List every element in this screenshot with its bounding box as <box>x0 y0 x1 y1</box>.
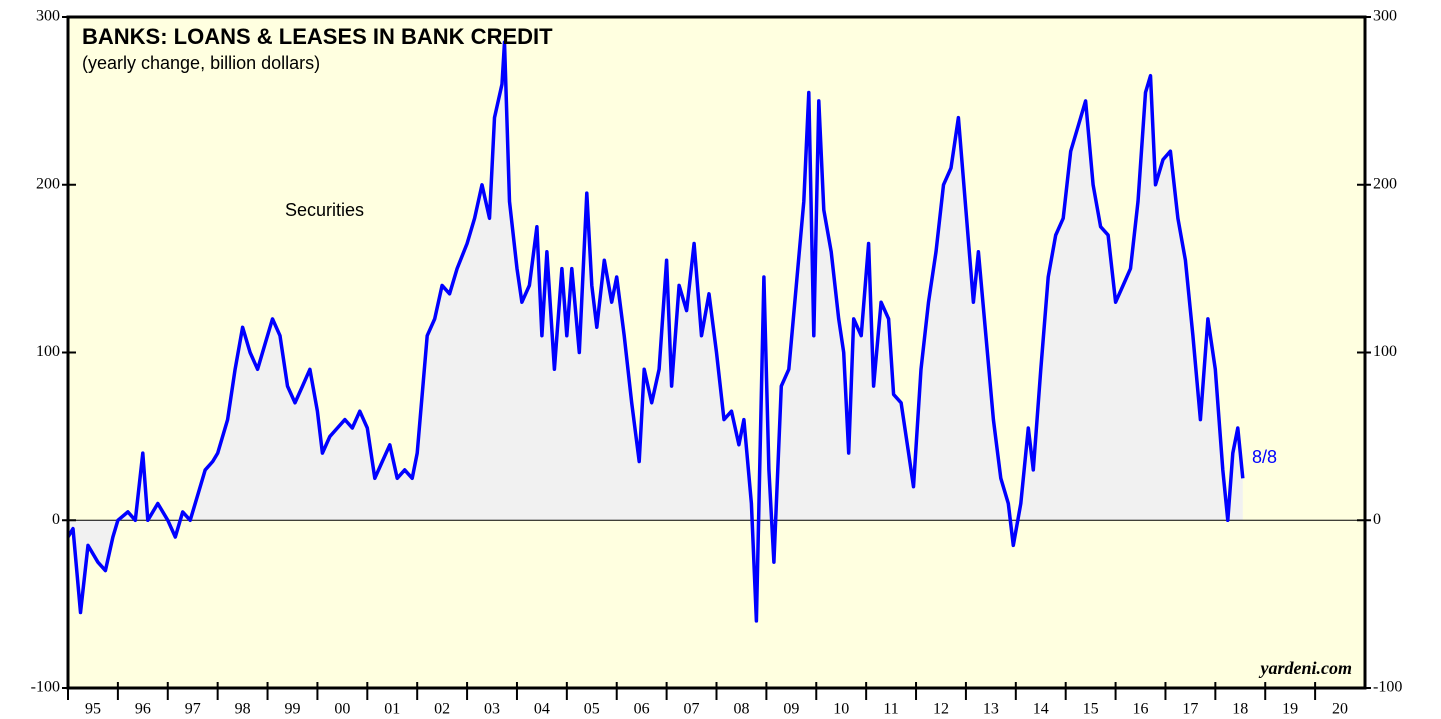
series-area <box>68 42 1243 621</box>
y-tick-label: 300 <box>36 8 60 25</box>
x-tick-label: 12 <box>933 701 949 718</box>
x-tick-label: 00 <box>334 701 350 718</box>
plot <box>66 40 1365 623</box>
x-tick-label: 15 <box>1083 701 1099 718</box>
x-tick-label: 01 <box>384 701 400 718</box>
chart-subtitle: (yearly change, billion dollars) <box>82 53 320 73</box>
y2-tick-label: 100 <box>1373 343 1397 360</box>
x-tick-label: 04 <box>534 701 550 718</box>
y-tick-label: 0 <box>52 511 60 528</box>
y2-tick-label: 200 <box>1373 175 1397 192</box>
x-tick-label: 99 <box>284 701 300 718</box>
x-tick-label: 16 <box>1133 701 1149 718</box>
y2-tick-label: 300 <box>1373 8 1397 25</box>
x-tick-label: 06 <box>634 701 650 718</box>
x-tick-label: 17 <box>1182 701 1198 718</box>
x-tick-label: 98 <box>235 701 251 718</box>
x-tick-label: 96 <box>135 701 151 718</box>
x-tick-label: 97 <box>185 701 201 718</box>
x-tick-label: 14 <box>1033 701 1049 718</box>
x-tick-label: 02 <box>434 701 450 718</box>
date-annotation: 8/8 <box>1252 447 1277 467</box>
source-label: yardeni.com <box>1259 658 1353 678</box>
x-tick-label: 07 <box>684 701 700 718</box>
series-annotation: Securities <box>285 200 364 220</box>
x-tick-label: 13 <box>983 701 999 718</box>
y-tick-label: 200 <box>36 175 60 192</box>
x-tick-label: 08 <box>733 701 749 718</box>
x-tick-label: 95 <box>85 701 101 718</box>
series-line <box>66 40 1245 623</box>
y-tick-label: 100 <box>36 343 60 360</box>
x-tick-label: 03 <box>484 701 500 718</box>
y2-tick-label: 0 <box>1373 511 1381 528</box>
y2-tick-label: -100 <box>1373 679 1402 696</box>
y-tick-label: -100 <box>31 679 60 696</box>
x-tick-label: 09 <box>783 701 799 718</box>
x-tick-label: 19 <box>1282 701 1298 718</box>
x-tick-label: 10 <box>833 701 849 718</box>
x-tick-label: 20 <box>1332 701 1348 718</box>
x-tick-label: 18 <box>1232 701 1248 718</box>
x-tick-label: 05 <box>584 701 600 718</box>
x-tick-label: 11 <box>883 701 898 718</box>
chart-title: BANKS: LOANS & LEASES IN BANK CREDIT <box>82 24 553 49</box>
